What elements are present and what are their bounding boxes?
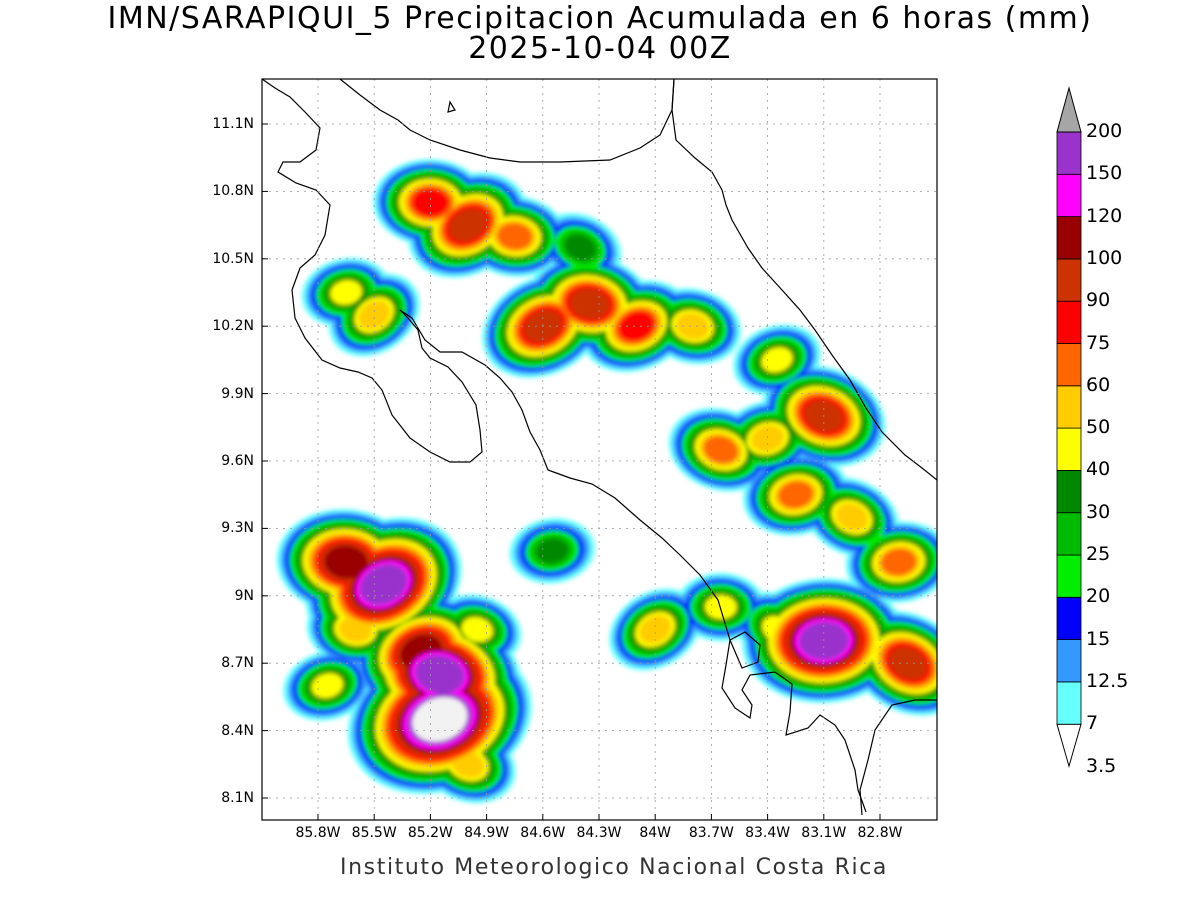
colorbar-swatch [1056, 300, 1082, 344]
lon-tick-label: 84.3W [576, 825, 622, 841]
colorbar-max-arrow [1056, 86, 1082, 133]
map-valid-time: 2025-10-04 00Z [468, 31, 732, 66]
lat-tick-label: 10.5N [212, 250, 254, 267]
colorbar-label: 75 [1086, 331, 1111, 354]
lon-tick-label: 85.5W [351, 825, 397, 841]
credit-text: Instituto Meteorologico Nacional Costa R… [340, 855, 888, 880]
colorbar-label: 50 [1086, 416, 1111, 439]
precip-contour [330, 280, 362, 305]
colorbar-swatch [1056, 131, 1082, 175]
precip-contour [461, 616, 493, 643]
lon-tick-label: 83.4W [745, 825, 791, 841]
colorbar-label: 120 [1086, 204, 1123, 227]
lon-tick-label: 84W [639, 825, 672, 841]
lat-tick-label: 10.2N [212, 318, 254, 335]
precip-contour [497, 222, 533, 250]
precip-contour [881, 548, 917, 576]
colorbar-label: 20 [1086, 585, 1111, 608]
precip-contour [358, 300, 390, 330]
colorbar-min-arrow [1056, 723, 1082, 769]
precip-contour [704, 594, 737, 620]
precip-contour [778, 481, 814, 509]
colorbar-label: 25 [1086, 543, 1111, 565]
colorbar [1056, 86, 1082, 769]
colorbar-label: 100 [1086, 246, 1123, 269]
precip-contour [750, 425, 785, 452]
precip-contour [448, 208, 487, 242]
lat-tick-label: 8.7N [221, 655, 254, 672]
precip-contour [338, 616, 373, 643]
colorbar-swatch [1056, 258, 1082, 302]
precip-contour [761, 347, 793, 373]
colorbar-swatch [1056, 512, 1082, 556]
colorbar-swatch [1056, 596, 1082, 640]
precipitation-field [262, 79, 937, 820]
lat-tick-label: 8.1N [221, 790, 254, 806]
precip-contour [835, 503, 869, 531]
colorbar-swatch [1056, 173, 1082, 218]
colorbar-swatch [1056, 427, 1082, 471]
lat-tick-label: 10.8N [212, 183, 254, 200]
colorbar-label: 12.5 [1086, 669, 1129, 692]
colorbar-swatch [1056, 385, 1082, 429]
colorbar-label: 7 [1086, 712, 1099, 735]
precip-contour [412, 696, 468, 742]
lon-tick-label: 82.8W [857, 825, 903, 841]
colorbar-label: 60 [1086, 373, 1111, 396]
colorbar-swatch [1056, 639, 1082, 683]
colorbar-label: 40 [1086, 458, 1111, 481]
colorbar-swatch [1056, 469, 1082, 514]
colorbar-label: 30 [1086, 500, 1111, 523]
colorbar-label: 3.5 [1086, 754, 1117, 777]
map-title: IMN/SARAPIQUI_5 Precipitacion Acumulada … [107, 1, 1093, 36]
precip-contour [703, 435, 739, 464]
colorbar-swatch [1056, 216, 1082, 260]
precip-contour [618, 311, 655, 342]
lat-tick-label: 11.1N [212, 116, 254, 132]
precip-contour [415, 655, 465, 694]
coastline [262, 79, 937, 816]
precip-contour [536, 538, 569, 564]
lon-tick-label: 85.2W [407, 825, 453, 841]
precip-contour [889, 646, 928, 680]
colorbar-swatch [1056, 554, 1082, 598]
precip-contour [676, 313, 710, 340]
colorbar-label: 150 [1086, 162, 1123, 185]
colorbar-label: 90 [1086, 289, 1111, 312]
lon-tick-label: 84.9W [464, 825, 510, 841]
precip-contour [411, 188, 450, 217]
lon-tick-label: 85.8W [295, 825, 341, 841]
colorbar-swatch [1056, 681, 1082, 725]
lat-tick-label: 9.3N [221, 520, 254, 537]
precip-contour [311, 673, 344, 699]
precip-contour [359, 564, 408, 605]
precip-contour [639, 615, 672, 644]
colorbar-label: 15 [1086, 627, 1111, 650]
lon-tick-label: 83.1W [801, 825, 847, 841]
colorbar-swatch [1056, 343, 1082, 387]
precip-contour [324, 545, 368, 579]
lon-tick-label: 84.6W [520, 825, 566, 841]
precip-contour [569, 288, 610, 320]
lat-tick-label: 9.9N [221, 385, 254, 402]
precip-contour [564, 234, 596, 261]
lat-tick-label: 8.4N [221, 722, 254, 739]
colorbar-label: 200 [1086, 120, 1123, 142]
lon-tick-label: 83.7W [688, 825, 734, 841]
lat-tick-label: 9.6N [221, 453, 254, 469]
graticule [262, 79, 937, 820]
lat-tick-label: 9N [234, 587, 254, 604]
